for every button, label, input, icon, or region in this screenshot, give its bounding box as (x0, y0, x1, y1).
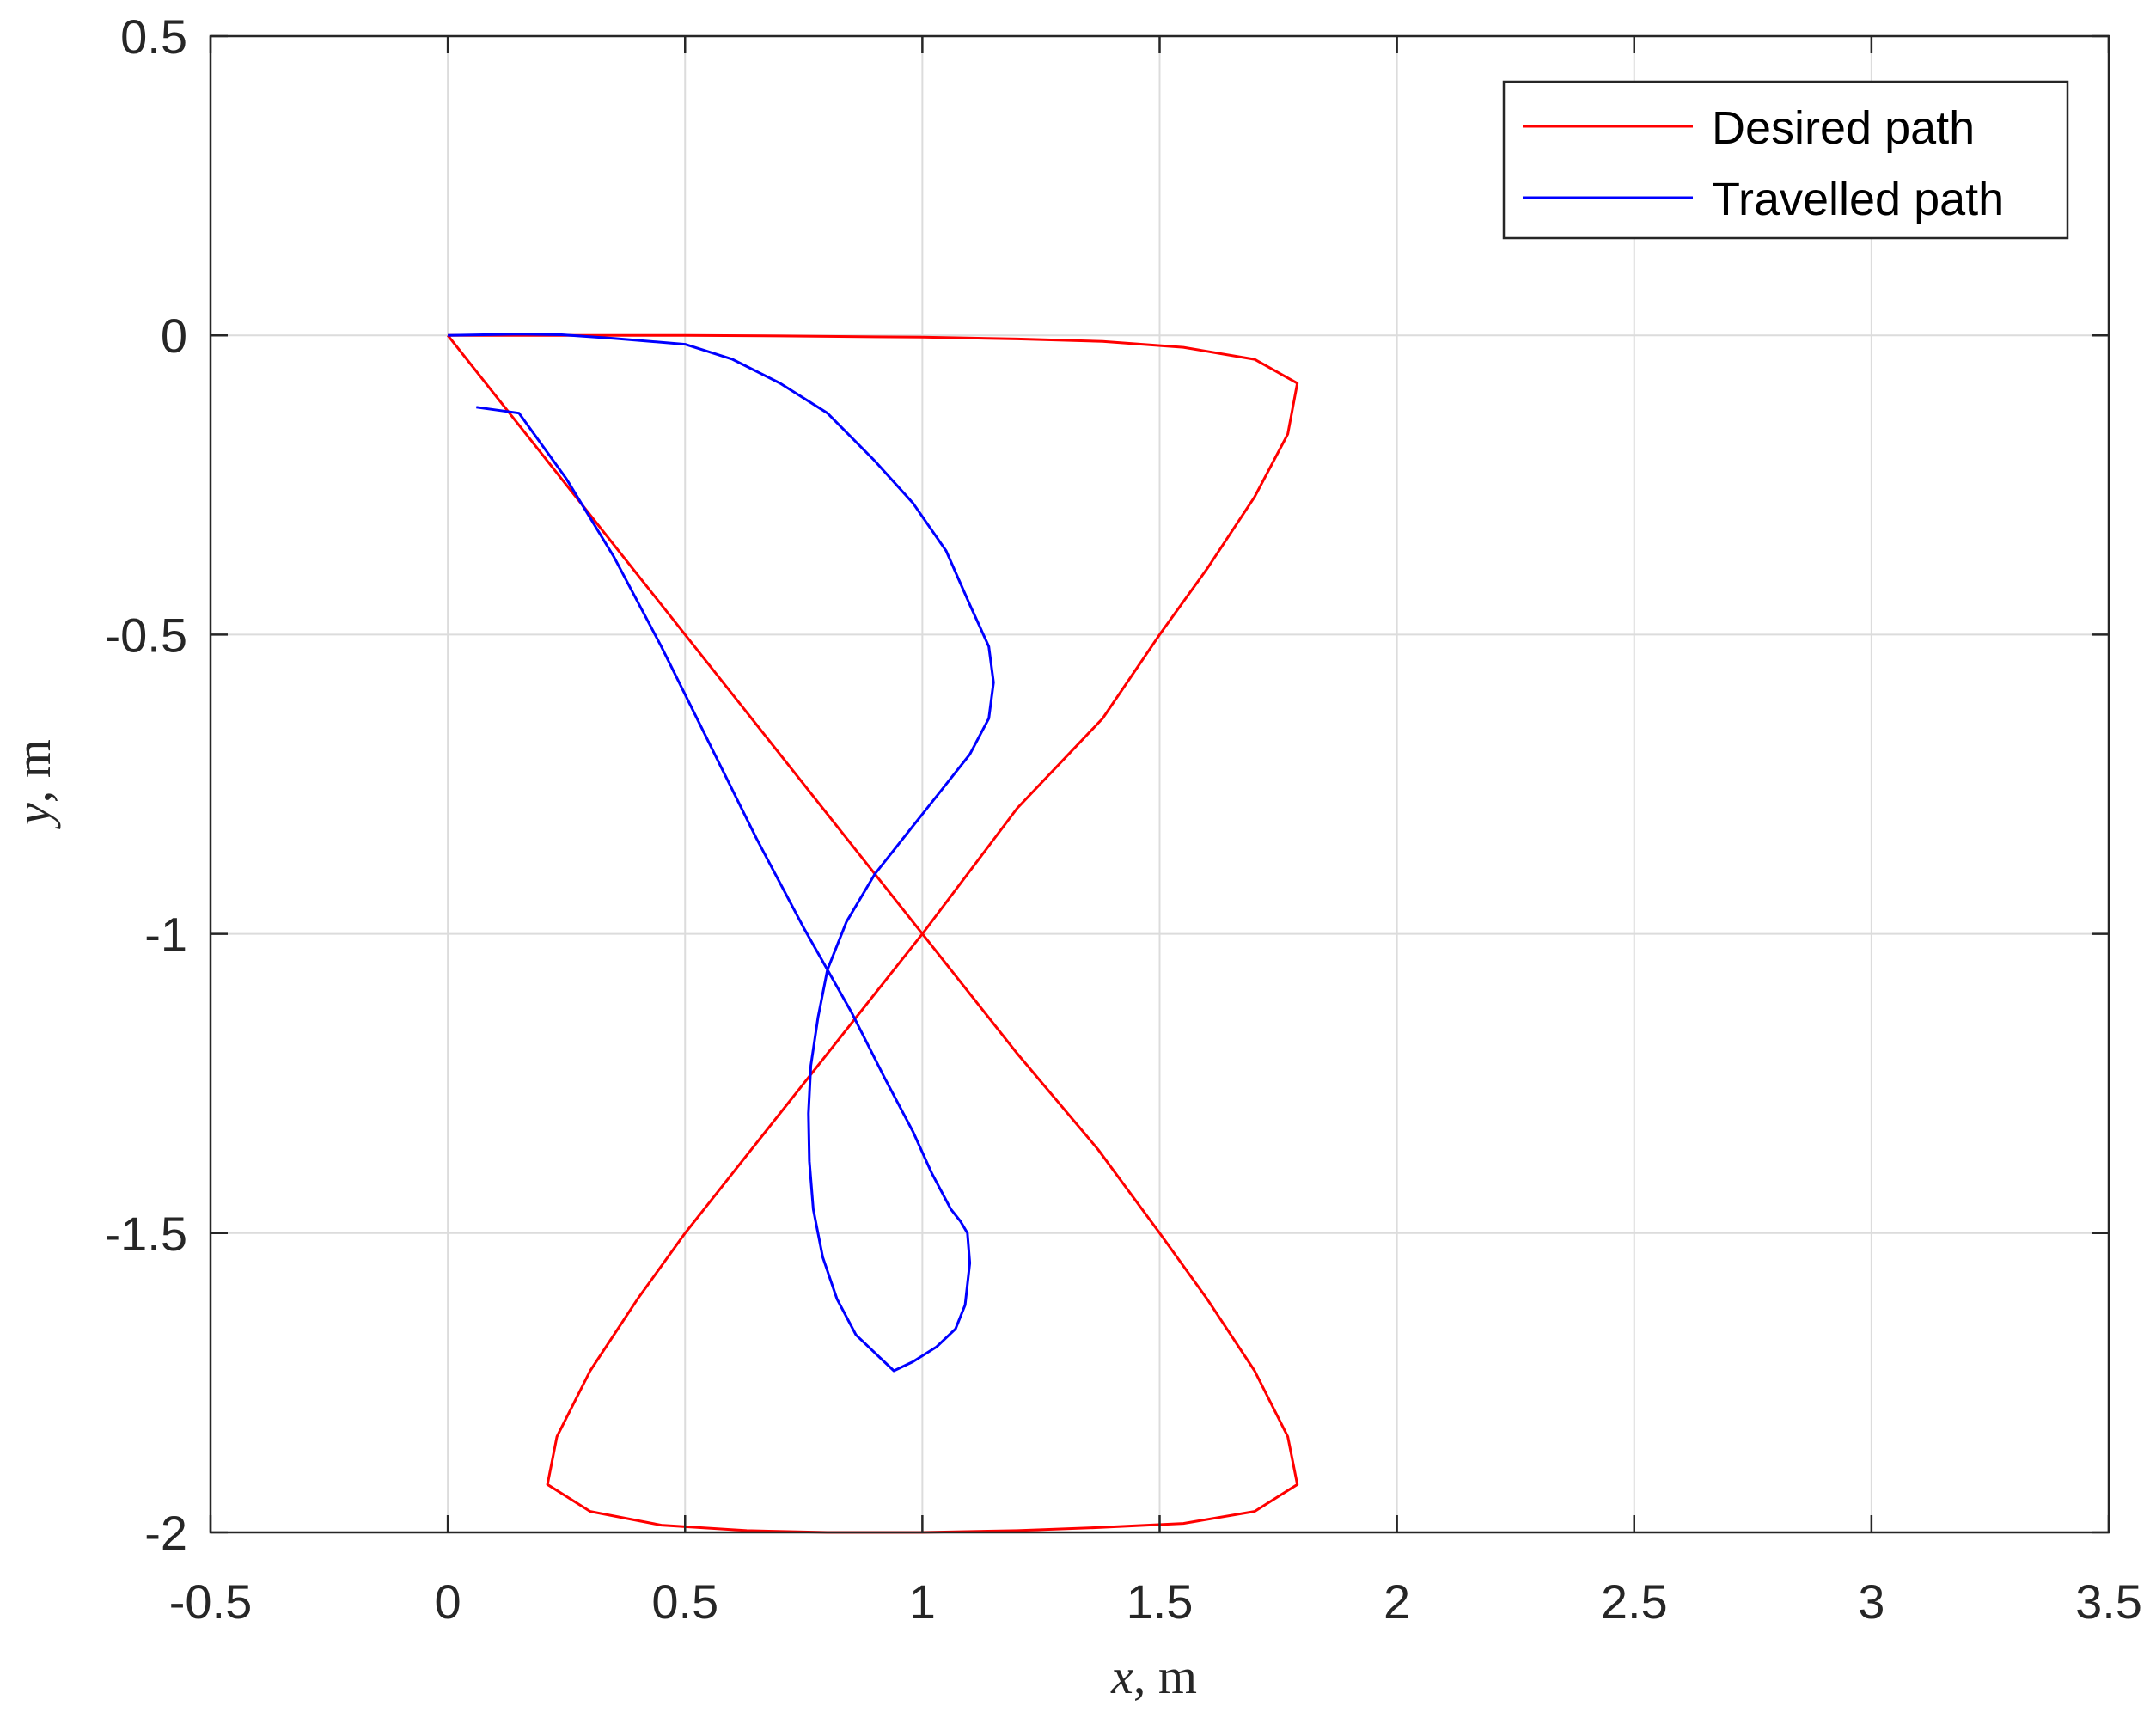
y-axis-label: y, m (5, 739, 61, 829)
x-tick-label: 3.5 (2075, 1574, 2142, 1629)
plot-area (446, 333, 1299, 1534)
x-tick-label: 1 (909, 1574, 936, 1629)
y-tick-label: 0 (161, 309, 187, 363)
y-tick-label: 0.5 (120, 9, 187, 64)
y-tick-label: -1 (144, 908, 187, 962)
y-tick-label: -1.5 (105, 1207, 188, 1261)
legend-label-travelled: Travelled path (1712, 174, 2004, 225)
x-tick-label: 0 (435, 1574, 461, 1629)
x-tick-label: 1.5 (1127, 1574, 1194, 1629)
x-tick-label: -0.5 (169, 1574, 253, 1629)
x-tick-label: 2.5 (1601, 1574, 1668, 1629)
legend-box (1502, 80, 2069, 240)
x-tick-label: 3 (1858, 1574, 1884, 1629)
x-tick-label: 2 (1383, 1574, 1410, 1629)
x-axis-ticks: -0.5 0 0.5 1 1.5 2 2.5 3 3.5 (169, 36, 2142, 1629)
x-tick-label: 0.5 (651, 1574, 718, 1629)
legend: Desired path Travelled path (1502, 80, 2069, 240)
legend-label-desired: Desired path (1712, 102, 1975, 154)
y-tick-label: -0.5 (105, 608, 188, 662)
series-line-travelled-path (448, 333, 995, 1373)
y-tick-label: -2 (144, 1506, 187, 1560)
series-line-desired-path (446, 333, 1299, 1534)
x-axis-label: x, m (1110, 1648, 1197, 1704)
y-axis-ticks: -2 -1.5 -1 -0.5 0 0.5 (105, 9, 2109, 1560)
